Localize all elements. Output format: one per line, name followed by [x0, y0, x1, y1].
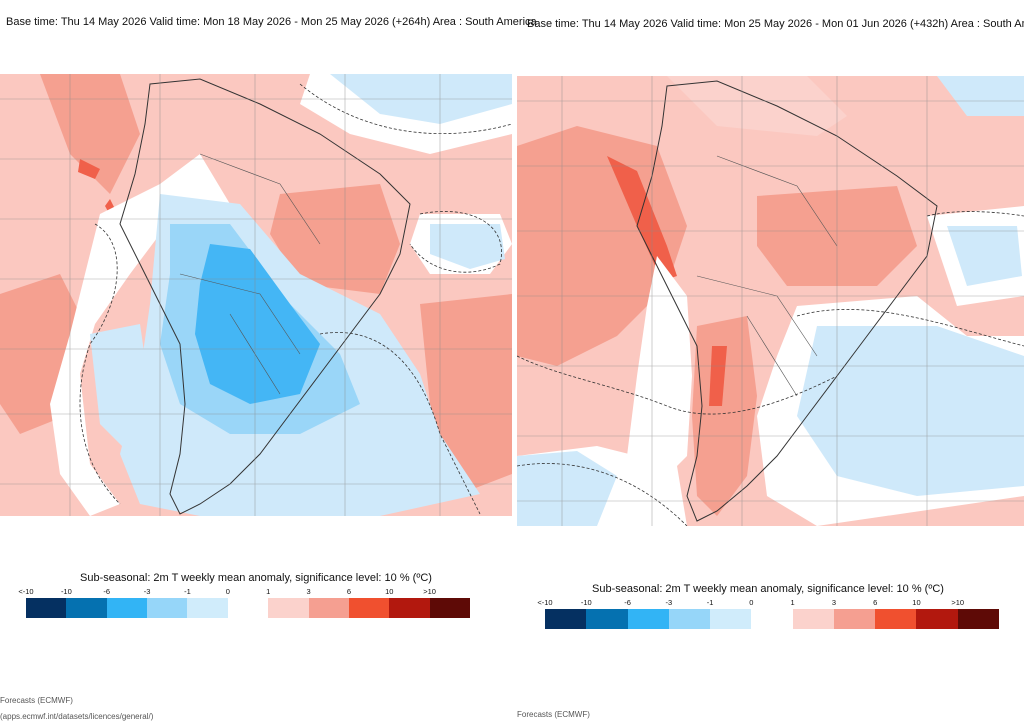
colorbar-segment	[389, 598, 430, 618]
colorbar-tick-label: 10	[912, 598, 921, 607]
anomaly-map	[517, 76, 1024, 526]
warm-region	[40, 74, 140, 194]
colorbar-segment	[106, 598, 148, 618]
colorbar-tick-label: -3	[143, 587, 151, 596]
map-grid	[517, 76, 1024, 526]
colorbar	[545, 609, 999, 629]
colorbar-tick-label: -3	[665, 598, 673, 607]
colorbar-tick-label: -1	[184, 587, 191, 596]
colorbar-segment	[147, 598, 188, 618]
colorbar-tick-label: >10	[423, 587, 436, 596]
significance-contour	[517, 463, 688, 526]
strong-cold-region	[195, 244, 320, 404]
colorbar-segment	[66, 598, 107, 618]
colorbar-segment	[875, 609, 917, 629]
significance-contour	[319, 332, 481, 515]
colorbar-tick-labels: <-10 -10 -6 -3 -1 0 1 3 6 10 >10	[537, 598, 999, 608]
colorbar-segment	[308, 598, 349, 618]
colorbar-segment	[710, 609, 752, 629]
continent-outline	[636, 80, 938, 522]
colorbar-segment	[227, 598, 269, 618]
colorbar-title: Sub-seasonal: 2m T weekly mean anomaly, …	[80, 572, 432, 584]
cold-region	[797, 326, 1024, 496]
cold-region	[430, 224, 505, 269]
neutral-region	[50, 154, 230, 516]
significance-contour	[299, 83, 512, 135]
colorbar-tick-label: 6	[346, 587, 351, 596]
colorbar-tick-label: <-10	[537, 598, 553, 607]
colorbar-tick-label: -6	[103, 587, 111, 596]
cold-region	[947, 226, 1022, 286]
strong-warm-spot	[709, 346, 727, 406]
significance-contour	[79, 223, 121, 505]
significance-contour	[409, 211, 502, 273]
footer-source: Forecasts (ECMWF)	[0, 696, 73, 705]
colorbar-segment	[586, 609, 628, 629]
colorbar-segment	[268, 598, 309, 618]
colorbar-tick-label: 10	[385, 587, 394, 596]
colorbar-tick-label: 0	[749, 598, 754, 607]
colorbar-segment	[916, 609, 958, 629]
colorbar-segment	[627, 609, 669, 629]
colorbar-segment	[348, 598, 390, 618]
colorbar-tick-label: -1	[706, 598, 714, 607]
colorbar-segment	[792, 609, 834, 629]
colorbar-segment	[26, 598, 67, 618]
significance-contour	[517, 355, 838, 415]
colorbar-tick-label: 0	[225, 587, 230, 596]
significance-contour	[926, 211, 1024, 217]
colorbar-tick-label: 6	[873, 598, 878, 607]
footer-source: Forecasts (ECMWF)	[517, 710, 590, 719]
colorbar-tick-labels: <-10 -10 -6 -3 -1 0 1 3 6 10 >10	[18, 587, 470, 597]
warm-region-light	[667, 76, 847, 136]
colorbar-tick-label: 1	[790, 598, 795, 607]
strong-warm-spot	[607, 156, 677, 281]
cold-region	[517, 451, 617, 526]
strong-warm-spot	[78, 159, 100, 179]
warm-region	[517, 126, 687, 366]
colorbar-segment	[187, 598, 228, 618]
colorbar-title: Sub-seasonal: 2m T weekly mean anomaly, …	[592, 583, 944, 595]
colorbar-tick-label: >10	[951, 598, 965, 607]
map-grid	[0, 74, 512, 516]
forecast-panel-week1: Base time: Thu 14 May 2026 Valid time: M…	[0, 0, 537, 721]
colorbar-segment	[545, 609, 587, 629]
significance-contour	[796, 309, 1024, 347]
colorbar-tick-label: -10	[60, 587, 72, 596]
colorbar-tick-label: 1	[266, 587, 271, 596]
colorbar-tick-label: 3	[831, 598, 836, 607]
warm-region-brazil	[270, 184, 400, 294]
colorbar-tick-label: <-10	[18, 587, 34, 596]
anomaly-map	[0, 74, 512, 516]
forecast-panel-week2: Base time: Thu 14 May 2026 Valid time: M…	[512, 0, 1024, 720]
colorbar-segment	[957, 609, 999, 629]
colorbar-tick-label: 3	[306, 587, 311, 596]
panel-header: Base time: Thu 14 May 2026 Valid time: M…	[527, 18, 1024, 30]
colorbar-segment	[751, 609, 793, 629]
warm-region	[420, 294, 512, 494]
colorbar-tick-label: -10	[580, 598, 592, 607]
cold-region	[937, 76, 1024, 116]
footer-licence: (apps.ecmwf.int/datasets/licences/genera…	[0, 712, 154, 721]
colorbar-segment	[668, 609, 711, 629]
cold-region	[90, 324, 150, 454]
panel-header: Base time: Thu 14 May 2026 Valid time: M…	[6, 16, 537, 28]
colorbar	[26, 598, 470, 618]
colorbar-tick-label: -6	[624, 598, 631, 607]
colorbar-segment	[833, 609, 876, 629]
colorbar-segment	[429, 598, 470, 618]
